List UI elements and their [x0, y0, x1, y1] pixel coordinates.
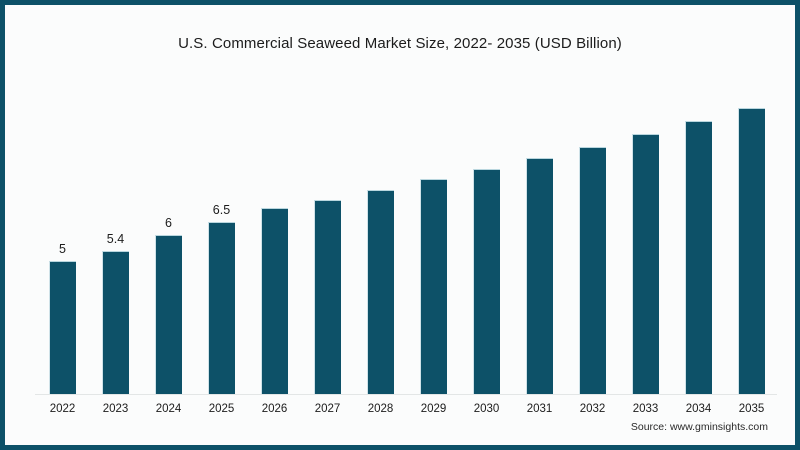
x-tick-label-2034: 2034	[685, 403, 712, 415]
x-tick-label-2032: 2032	[579, 403, 606, 415]
bar-2025	[208, 222, 235, 394]
bar-2031	[526, 158, 553, 394]
x-axis-line	[35, 394, 777, 395]
bar-value-label-2023: 5.4	[106, 232, 125, 246]
bar-2035	[738, 108, 765, 394]
bar-2033	[632, 134, 659, 394]
bar-2034	[685, 121, 712, 394]
bar-2024	[155, 235, 182, 394]
bar-value-label-2022: 5	[59, 242, 66, 256]
bar-value-label-2025: 6.5	[212, 203, 231, 217]
x-tick-label-2022: 2022	[49, 403, 76, 415]
chart-title: U.S. Commercial Seaweed Market Size, 202…	[178, 35, 622, 52]
bar-2022	[49, 261, 76, 394]
x-tick-label-2035: 2035	[738, 403, 765, 415]
x-tick-label-2031: 2031	[526, 403, 553, 415]
x-tick-label-2027: 2027	[314, 403, 341, 415]
bar-2028	[367, 190, 394, 394]
x-tick-label-2033: 2033	[632, 403, 659, 415]
bar-2032	[579, 147, 606, 394]
x-tick-label-2024: 2024	[155, 403, 182, 415]
x-tick-label-2025: 2025	[208, 403, 235, 415]
bar-value-label-2024: 6	[165, 216, 172, 230]
bar-2023	[102, 251, 129, 394]
source-attribution: Source: www.gminsights.com	[630, 421, 768, 433]
x-tick-label-2026: 2026	[261, 403, 288, 415]
plot-area: 5 2022 5.4 2023 6 2024 6.5 2025 2026 2027 2028 2029…	[5, 5, 795, 445]
bar-2029	[420, 179, 447, 394]
x-tick-label-2028: 2028	[367, 403, 394, 415]
x-tick-label-2023: 2023	[102, 403, 129, 415]
x-tick-label-2030: 2030	[473, 403, 500, 415]
x-tick-label-2029: 2029	[420, 403, 447, 415]
bar-2030	[473, 169, 500, 394]
bar-2026	[261, 208, 288, 394]
bar-2027	[314, 200, 341, 394]
